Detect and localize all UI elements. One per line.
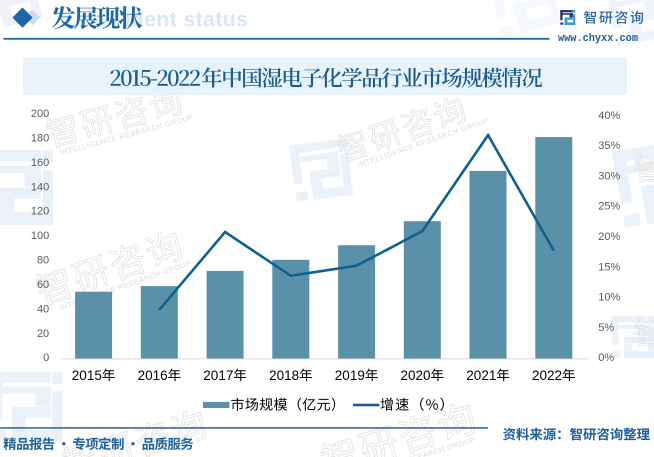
svg-text:40%: 40% — [598, 110, 620, 122]
svg-text:120: 120 — [31, 206, 49, 218]
svg-text:30%: 30% — [598, 170, 620, 182]
svg-text:25%: 25% — [598, 201, 620, 213]
svg-text:100: 100 — [31, 230, 49, 242]
svg-text:40: 40 — [37, 303, 49, 315]
svg-text:140: 140 — [31, 181, 49, 193]
svg-text:80: 80 — [37, 255, 49, 267]
svg-text:ment status: ment status — [125, 9, 248, 32]
svg-text:200: 200 — [31, 108, 49, 120]
svg-text:5%: 5% — [598, 322, 614, 334]
svg-text:2017: 2017 — [203, 368, 233, 383]
svg-text:180: 180 — [31, 132, 49, 144]
svg-text:www.chyxx.com: www.chyxx.com — [558, 33, 638, 45]
svg-text:20%: 20% — [598, 231, 620, 243]
svg-text:35%: 35% — [598, 140, 620, 152]
svg-text:2021: 2021 — [466, 368, 496, 383]
svg-text:0%: 0% — [598, 352, 614, 364]
svg-text:2022: 2022 — [532, 368, 562, 383]
svg-text:2015: 2015 — [72, 368, 102, 383]
svg-text:10%: 10% — [598, 292, 620, 304]
svg-text:2020: 2020 — [401, 368, 431, 383]
svg-text:160: 160 — [31, 157, 49, 169]
svg-text:2019: 2019 — [335, 368, 365, 383]
svg-text:2018: 2018 — [269, 368, 299, 383]
svg-text:2016: 2016 — [138, 368, 168, 383]
svg-text:15%: 15% — [598, 261, 620, 273]
svg-text:60: 60 — [37, 279, 49, 291]
svg-text:0: 0 — [43, 352, 49, 364]
svg-text:20: 20 — [37, 328, 49, 340]
